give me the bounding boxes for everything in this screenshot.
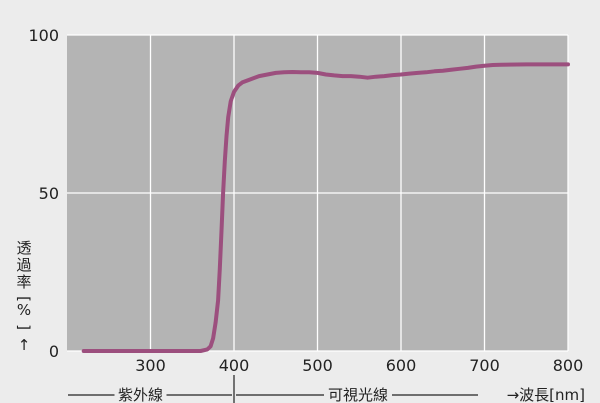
x-tick-label: 600 (386, 356, 417, 375)
y-label-char: 透 (16, 239, 31, 257)
y-label-char: ] (15, 324, 33, 330)
transmittance-line (81, 62, 570, 353)
y-label-char: % (17, 301, 31, 319)
x-tick-label: 800 (553, 356, 584, 375)
x-tick-label: 700 (469, 356, 500, 375)
region-label-visible: 可視光線 (328, 386, 388, 403)
y-tick-label: 100 (28, 26, 59, 45)
y-label-char: [ (15, 296, 33, 302)
x-tick-label: 400 (219, 356, 250, 375)
y-label-char: 率 (16, 273, 31, 291)
x-tick-label: 500 (302, 356, 333, 375)
x-axis-label: →波長[nm] (507, 386, 585, 403)
y-label-char: 過 (16, 256, 31, 274)
gridlines (67, 34, 569, 352)
x-tick-labels: 300 400 500 600 700 800 (135, 356, 583, 375)
y-tick-label: 50 (39, 184, 59, 203)
y-tick-label: 0 (49, 342, 59, 361)
y-axis-label: 透過率 [%] ↑ (15, 239, 33, 354)
y-label-arrow: ↑ (18, 336, 31, 354)
y-tick-labels: 0 50 100 (28, 26, 59, 361)
region-labels: 紫外線 可視光線 (68, 375, 478, 403)
x-tick-label: 300 (135, 356, 166, 375)
region-label-uv: 紫外線 (118, 386, 163, 403)
